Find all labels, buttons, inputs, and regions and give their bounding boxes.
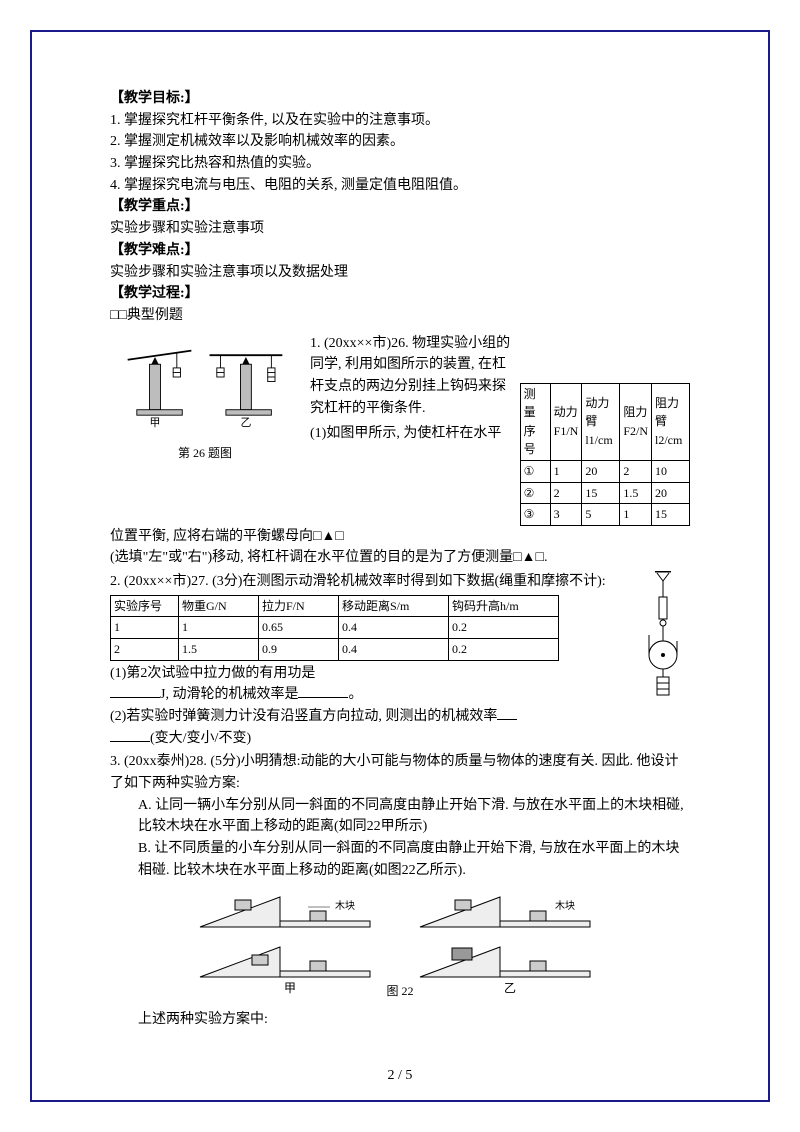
q1-td: 15 — [582, 482, 620, 504]
q1-td: 15 — [652, 504, 690, 526]
q2-blank-2[interactable] — [298, 684, 348, 698]
q2-sub1c-text: 。 — [348, 687, 362, 702]
pulley-figure — [635, 571, 690, 709]
svg-text:图 22: 图 22 — [386, 984, 413, 997]
svg-text:甲: 甲 — [150, 417, 161, 429]
svg-text:甲: 甲 — [284, 981, 296, 995]
q1-th: 阻力臂l2/cm — [652, 383, 690, 460]
q2-sub2b-text: (变大/变小/不变) — [150, 731, 251, 746]
lever-figure: 甲 乙 第 26 题图 — [110, 337, 300, 463]
examples-label: □□典型例题 — [110, 305, 690, 327]
pulley-icon — [635, 571, 690, 701]
q2-th: 拉力F/N — [259, 595, 339, 617]
q2-sub1a-text: (1)第2次试验中拉力做的有用功是 — [110, 666, 315, 681]
q1-td: 10 — [652, 460, 690, 482]
question-1: 甲 乙 第 26 题图 测量序号动力F1/N动力臂l1/cm阻力F2/N阻力臂l… — [110, 333, 690, 570]
difficulties-body: 实验步骤和实验注意事项以及数据处理 — [110, 262, 690, 284]
q2-sub2a-text: (2)若实验时弹簧测力计没有沿竖直方向拉动, 则测出的机械效率 — [110, 709, 497, 724]
fig22: 木块 甲 木块 — [110, 887, 690, 1005]
q2-blank-1[interactable] — [110, 684, 160, 698]
q2-th: 移动距离S/m — [339, 595, 449, 617]
q2-sub2: (2)若实验时弹簧测力计没有沿竖直方向拉动, 则测出的机械效率 (变大/变小/不… — [110, 706, 690, 749]
q2-td: 1 — [111, 617, 179, 639]
keypoints-body: 实验步骤和实验注意事项 — [110, 218, 690, 240]
q1-td: 1 — [620, 504, 652, 526]
question-3: 3. (20xx泰州)28. (5分)小明猜想:动能的大小可能与物体的质量与物体… — [110, 751, 690, 1031]
page-content: 【教学目标:】 1. 掌握探究杠杆平衡条件, 以及在实验中的注意事项。 2. 掌… — [110, 88, 690, 1031]
q1-th: 测量序号 — [520, 383, 550, 460]
q2-td: 0.9 — [259, 638, 339, 660]
q3-tail: 上述两种实验方案中: — [110, 1009, 690, 1031]
objective-1: 1. 掌握探究杠杆平衡条件, 以及在实验中的注意事项。 — [110, 110, 690, 132]
q1-td: 20 — [582, 460, 620, 482]
q2-td: 0.65 — [259, 617, 339, 639]
q2-td: 0.2 — [449, 617, 559, 639]
q2-td: 0.2 — [449, 638, 559, 660]
q1-sub1c: (选填"左"或"右")移动, 将杠杆调在水平位置的目的是为了方便测量□▲□. — [110, 547, 690, 569]
q2-th: 钩码升高h/m — [449, 595, 559, 617]
q1-td: 1 — [550, 460, 582, 482]
q1-td: 3 — [550, 504, 582, 526]
difficulties-heading: 【教学难点:】 — [110, 240, 690, 262]
q2-sub1b-text: J, 动滑轮的机械效率是 — [160, 687, 298, 702]
q2-td: 0.4 — [339, 617, 449, 639]
q1-td: 1.5 — [620, 482, 652, 504]
objective-3: 3. 掌握探究比热容和热值的实验。 — [110, 153, 690, 175]
svg-text:乙: 乙 — [504, 981, 516, 995]
q2-th: 物重G/N — [179, 595, 259, 617]
q1-th: 动力臂l1/cm — [582, 383, 620, 460]
q2-td: 2 — [111, 638, 179, 660]
objective-4: 4. 掌握探究电流与电压、电阻的关系, 测量定值电阻阻值。 — [110, 175, 690, 197]
q1-td: ③ — [520, 504, 550, 526]
process-heading: 【教学过程:】 — [110, 283, 690, 305]
svg-text:木块: 木块 — [555, 900, 575, 912]
q2-th: 实验序号 — [111, 595, 179, 617]
q1-td: 2 — [550, 482, 582, 504]
q1-td: ② — [520, 482, 550, 504]
keypoints-heading: 【教学重点:】 — [110, 196, 690, 218]
q1-td: ① — [520, 460, 550, 482]
svg-text:木块: 木块 — [335, 900, 355, 912]
q3-option-a: A. 让同一辆小车分别从同一斜面的不同高度由静止开始下滑. 与放在水平面上的木块… — [110, 795, 690, 838]
question-2: 2. (20xx××市)27. (3分)在测图示动滑轮机械效率时得到如下数据(绳… — [110, 571, 690, 749]
q1-data-table: 测量序号动力F1/N动力臂l1/cm阻力F2/N阻力臂l2/cm①120210②… — [520, 383, 690, 526]
q2-td: 1.5 — [179, 638, 259, 660]
q2-td: 0.4 — [339, 638, 449, 660]
q3-option-b: B. 让不同质量的小车分别从同一斜面的不同高度由静止开始下滑, 与放在水平面上的… — [110, 838, 690, 881]
q1-td: 5 — [582, 504, 620, 526]
q1-td: 20 — [652, 482, 690, 504]
ramp-diagram-icon: 木块 甲 木块 — [190, 887, 610, 997]
q2-blank-4[interactable] — [110, 728, 150, 742]
q2-blank-3[interactable] — [497, 706, 517, 720]
q1-data-table-wrap: 测量序号动力F1/N动力臂l1/cm阻力F2/N阻力臂l2/cm①120210②… — [520, 383, 690, 526]
q2-td: 1 — [179, 617, 259, 639]
q2-sub1: (1)第2次试验中拉力做的有用功是 J, 动滑轮的机械效率是 。 — [110, 663, 690, 706]
q1-th: 动力F1/N — [550, 383, 582, 460]
objective-2: 2. 掌握测定机械效率以及影响机械效率的因素。 — [110, 131, 690, 153]
svg-text:乙: 乙 — [240, 416, 251, 429]
q3-lead: 3. (20xx泰州)28. (5分)小明猜想:动能的大小可能与物体的质量与物体… — [110, 751, 690, 794]
q2-data-table: 实验序号物重G/N拉力F/N移动距离S/m钩码升高h/m110.650.40.2… — [110, 595, 559, 661]
q1-td: 2 — [620, 460, 652, 482]
q1-figure-caption: 第 26 题图 — [110, 444, 300, 463]
lever-diagram-icon: 甲 乙 — [110, 337, 300, 437]
page-number: 2 / 5 — [0, 1068, 800, 1084]
objectives-heading: 【教学目标:】 — [110, 88, 690, 110]
q1-sub1b: 位置平衡, 应将右端的平衡螺母向□▲□ — [110, 526, 690, 548]
q1-th: 阻力F2/N — [620, 383, 652, 460]
q2-lead: 2. (20xx××市)27. (3分)在测图示动滑轮机械效率时得到如下数据(绳… — [110, 571, 690, 593]
